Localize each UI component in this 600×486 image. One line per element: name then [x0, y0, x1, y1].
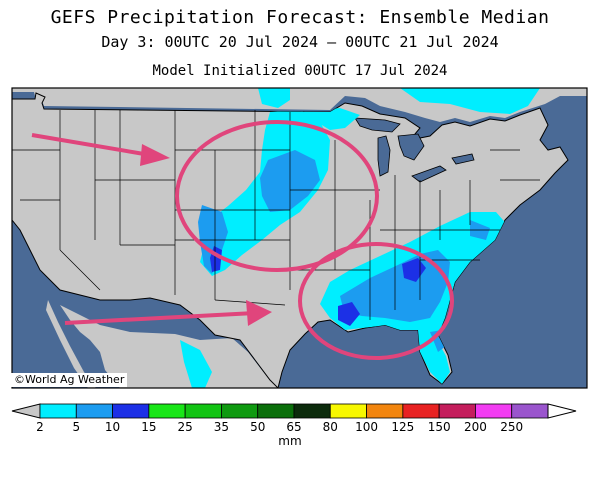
legend-tick-label: 2: [36, 420, 44, 434]
legend-tick-label: 250: [500, 420, 524, 434]
ellipse-central-plains: [175, 120, 379, 272]
colorbar-cell: [39, 403, 77, 419]
colorbar-cell: [329, 403, 367, 419]
map-border: [11, 87, 588, 389]
lake-huron: [397, 133, 425, 161]
colorbar-over: [547, 403, 577, 419]
legend-tick-label: 35: [213, 420, 230, 434]
legend-tick-label: 15: [141, 420, 157, 434]
legend-tick-label: 10: [104, 420, 121, 434]
arrow-south-head: [246, 300, 272, 326]
colorbar-cell: [475, 403, 513, 419]
colorbar-cell: [221, 403, 259, 419]
mexico-land: [60, 305, 280, 388]
map-title: GEFS Precipitation Forecast: Ensemble Me…: [50, 7, 550, 28]
baja-peninsula: [46, 300, 96, 388]
model-init-time: Model Initialized 00UTC 17 Jul 2024: [152, 63, 448, 79]
precip-mexico: [180, 340, 212, 388]
ellipse-southeast: [298, 242, 454, 360]
lake-michigan: [377, 135, 391, 177]
arrow-north-shaft: [31, 133, 151, 157]
colorbar-cell: [511, 403, 549, 419]
legend-tick-label: 65: [286, 420, 302, 434]
legend-tick-label: 100: [355, 420, 379, 434]
colorbar-cell: [184, 403, 222, 419]
legend-tick-label: 80: [322, 420, 338, 434]
colorbar-cell: [112, 403, 150, 419]
legend-tick-label: 5: [72, 420, 81, 434]
lake-ontario: [451, 153, 475, 165]
legend-tick-label: 200: [463, 420, 487, 434]
colorbar-cell: [366, 403, 404, 419]
arrow-north-head: [140, 144, 170, 166]
precip-canada: [258, 88, 290, 108]
forecast-period: Day 3: 00UTC 20 Jul 2024 — 00UTC 21 Jul …: [101, 33, 499, 51]
colorbar-under: [11, 403, 41, 419]
legend-tick-label: 150: [427, 420, 451, 434]
precip-canada-east: [400, 88, 540, 114]
lake-superior: [354, 117, 401, 133]
colorbar-cell: [75, 403, 113, 419]
colorbar-cell: [148, 403, 186, 419]
colorbar-cell: [257, 403, 295, 419]
colorbar-cell: [293, 403, 331, 419]
legend-unit: mm: [278, 434, 302, 448]
arrow-south-shaft: [64, 311, 256, 325]
lake-erie: [411, 165, 447, 183]
legend-tick-label: 25: [177, 420, 193, 434]
credit-label: ©World Ag Weather: [11, 373, 128, 387]
legend-tick-label: 50: [250, 420, 266, 434]
legend-tick-label: 125: [391, 420, 415, 434]
annotations: [31, 120, 454, 360]
colorbar-cells: [39, 403, 549, 419]
map-frame: [11, 87, 588, 389]
colorbar-cell: [402, 403, 440, 419]
colorbar-cell: [438, 403, 476, 419]
colorbar: [11, 403, 577, 419]
